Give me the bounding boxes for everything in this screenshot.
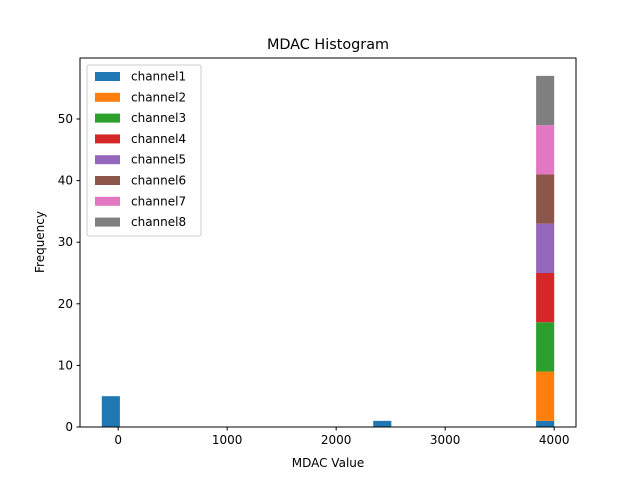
x-tick-label: 4000: [539, 433, 570, 447]
y-tick-label: 10: [58, 358, 73, 372]
legend-label-channel2: channel2: [131, 90, 186, 104]
legend-label-channel4: channel4: [131, 132, 186, 146]
bar-channel3-bin-24: [536, 322, 555, 372]
legend-label-channel6: channel6: [131, 174, 186, 188]
y-tick-label: 30: [58, 235, 73, 249]
bar-channel1-bin-24: [536, 420, 555, 427]
x-tick-label: 2000: [321, 433, 352, 447]
y-tick-label: 50: [58, 112, 73, 126]
legend-label-channel1: channel1: [131, 70, 186, 84]
y-tick-label: 20: [58, 297, 73, 311]
legend-label-channel8: channel8: [131, 215, 186, 229]
legend-swatch-channel7: [95, 196, 120, 206]
bar-channel1-bin-0: [101, 396, 120, 427]
x-tick-label: 3000: [430, 433, 461, 447]
chart-title: MDAC Histogram: [267, 37, 389, 53]
legend-swatch-channel5: [95, 155, 120, 165]
bar-channel4-bin-24: [536, 272, 555, 323]
legend-swatch-channel8: [95, 217, 120, 227]
legend-label-channel3: channel3: [131, 111, 186, 125]
legend-swatch-channel2: [95, 92, 120, 102]
bar-channel1-bin-15: [373, 420, 392, 427]
x-tick-label: 1000: [212, 433, 243, 447]
x-tick-label: 0: [114, 433, 122, 447]
legend: channel1 channel2 channel3 channel4 channel5…: [86, 64, 202, 237]
legend-swatch-channel1: [95, 72, 120, 81]
x-axis-label: MDAC Value: [292, 456, 365, 470]
y-tick-label: 40: [58, 174, 73, 188]
legend-label-channel5: channel5: [131, 153, 186, 167]
y-tick-label: 0: [65, 420, 73, 434]
legend-swatch-channel6: [95, 176, 120, 185]
legend-box: [86, 64, 202, 237]
legend-swatch-channel3: [95, 113, 120, 123]
bar-channel8-bin-24: [536, 75, 555, 126]
bar-channel2-bin-24: [536, 371, 555, 421]
bar-channel6-bin-24: [536, 174, 555, 224]
legend-swatch-channel4: [95, 134, 120, 144]
bar-channel7-bin-24: [536, 125, 555, 175]
legend-label-channel7: channel7: [131, 194, 186, 208]
y-axis-label: Frequency: [33, 211, 47, 273]
bar-channel5-bin-24: [536, 223, 555, 273]
